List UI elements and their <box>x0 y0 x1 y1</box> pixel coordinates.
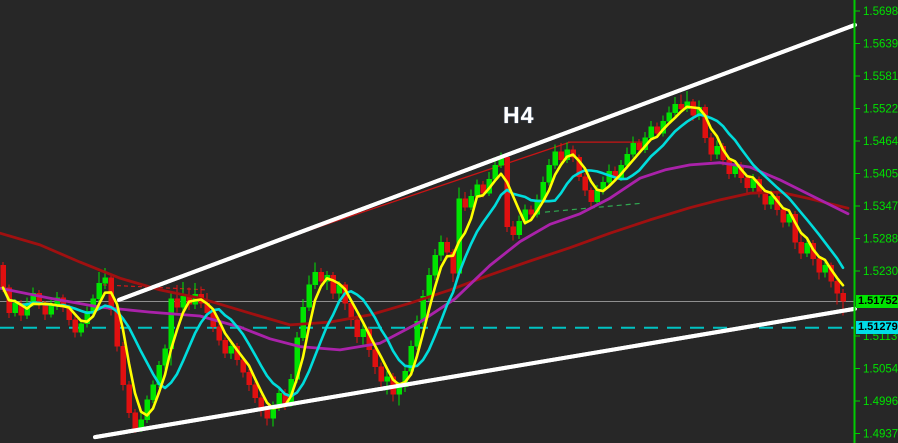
ma-slow-line <box>0 161 850 352</box>
axis-price-label: 1.50545 <box>863 364 898 376</box>
axis-price-label: 1.52300 <box>863 266 898 278</box>
ma-slowest-line <box>0 190 850 327</box>
axis-price-label: 1.52885 <box>863 234 898 246</box>
axis-price-label: 1.54640 <box>863 136 898 148</box>
upper-channel-trendline-overlay[interactable] <box>117 22 857 302</box>
axis-price-label: 1.54055 <box>863 169 898 181</box>
support-level-badge: 1.51279 <box>856 321 898 335</box>
price-axis[interactable]: 1.56980 1.56395 1.55810 1.55225 1.54640 1.540… <box>853 0 898 443</box>
ma-medium-line <box>1 113 845 398</box>
timeframe-annotation: H4 <box>503 102 535 128</box>
axis-price-label: 1.56980 <box>863 6 898 18</box>
axis-price-label: 1.53470 <box>863 201 898 213</box>
current-price-badge: 1.51752 <box>856 294 898 308</box>
inner-red-trendline[interactable] <box>299 141 571 234</box>
ma-fast-line <box>1 105 845 417</box>
axis-price-label: 1.49375 <box>863 429 898 441</box>
axis-price-label: 1.55810 <box>863 71 898 83</box>
axis-price-label: 1.55225 <box>863 104 898 116</box>
axis-price-label: 1.49960 <box>863 396 898 408</box>
lower-channel-trendline-overlay[interactable] <box>93 306 857 440</box>
axis-price-label: 1.56395 <box>863 39 898 51</box>
